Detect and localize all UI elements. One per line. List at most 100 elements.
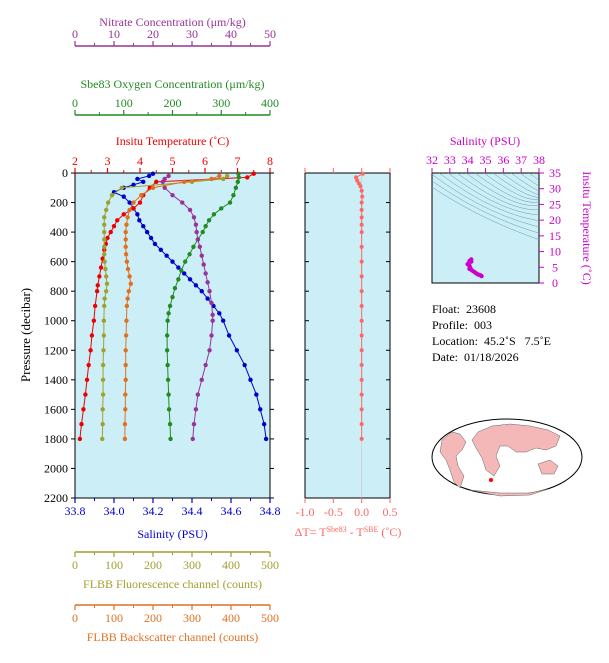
nitrate-point xyxy=(162,185,167,190)
salinity-point xyxy=(135,176,140,182)
fluorescence-point xyxy=(102,303,107,309)
nitrate-point xyxy=(210,312,215,318)
ts-point xyxy=(467,266,472,272)
dt-point xyxy=(359,215,364,220)
dt-point xyxy=(359,333,364,338)
fluorescence-tick-label: 500 xyxy=(261,558,279,572)
oxygen-axis-label: Sbe83 Oxygen Concentration (μm/kg) xyxy=(80,77,264,91)
land-americas xyxy=(439,431,467,489)
salinity-point xyxy=(217,311,222,316)
temperature-point xyxy=(89,333,95,338)
nitrate-point xyxy=(160,179,165,185)
dt-point xyxy=(359,244,364,249)
backscatter-point xyxy=(182,179,187,185)
fluorescence-point xyxy=(100,436,105,442)
temperature-tick-label: 7 xyxy=(235,154,241,168)
pressure-axis-label: Pressure (decibar) xyxy=(18,288,33,382)
backscatter-point xyxy=(139,192,144,198)
nitrate-point xyxy=(195,237,201,242)
fluorescence-point xyxy=(101,318,107,323)
oxygen-point xyxy=(165,377,171,383)
ts-x-tick-label: 33 xyxy=(444,153,456,167)
dt-tick-label: -0.5 xyxy=(324,505,343,519)
salinity-point xyxy=(176,265,181,270)
ts-density-contours xyxy=(432,173,539,240)
backscatter-series xyxy=(122,173,222,442)
oxygen-point xyxy=(200,229,205,235)
dt-point xyxy=(359,230,364,235)
salinity-axis-label: Salinity (PSU) xyxy=(137,527,207,541)
oxygen-tick-label: 300 xyxy=(212,96,230,110)
backscatter-point xyxy=(123,407,128,412)
fluorescence-point xyxy=(104,288,109,294)
salinity-point xyxy=(144,229,150,235)
nitrate-tick-label: 30 xyxy=(186,27,198,41)
dt-point xyxy=(359,289,364,294)
dt-point xyxy=(359,222,364,227)
backscatter-point xyxy=(150,185,156,190)
fluorescence-point xyxy=(101,333,107,338)
land-australia xyxy=(537,459,559,475)
dt-point xyxy=(359,188,364,193)
salinity-tick-label: 34.0 xyxy=(104,504,125,518)
ts-contour-line xyxy=(465,173,539,206)
temperature-point xyxy=(115,218,120,223)
salinity-point xyxy=(261,421,267,427)
dt-point xyxy=(359,436,364,441)
fluorescence-tick-label: 400 xyxy=(222,558,240,572)
fluorescence-point xyxy=(104,281,110,286)
backscatter-point xyxy=(124,303,130,309)
temperature-point xyxy=(84,377,90,383)
fluorescence-point xyxy=(100,407,105,412)
fluorescence-point xyxy=(224,173,230,179)
ts-contour-line xyxy=(483,173,539,200)
ts-series xyxy=(465,257,484,279)
nitrate-series xyxy=(160,173,215,442)
ts-y-tick-label: 10 xyxy=(549,245,561,259)
salinity-point xyxy=(254,392,259,397)
profile-number: Profile: 003 xyxy=(432,318,492,332)
fluorescence-axis: 0 100 200 300 400 500 FLBB Fluorescence channe… xyxy=(72,551,279,591)
salinity-point xyxy=(141,179,146,185)
nitrate-point xyxy=(201,262,206,267)
nitrate-point xyxy=(197,244,202,250)
fluorescence-series xyxy=(100,173,230,442)
ts-temperature-label: Insitu Temperature (˚C) xyxy=(580,171,594,285)
backscatter-point xyxy=(123,377,128,383)
temperature-point xyxy=(88,348,93,353)
ts-contour-line xyxy=(501,173,539,195)
ts-contour-line xyxy=(447,173,539,216)
fluorescence-point xyxy=(104,274,109,279)
temperature-point xyxy=(251,171,256,176)
backscatter-point xyxy=(217,173,222,179)
ts-x-tick-label: 38 xyxy=(533,153,545,167)
backscatter-point xyxy=(125,215,130,220)
oxygen-point xyxy=(236,171,241,176)
backscatter-point xyxy=(123,229,128,235)
dt-point xyxy=(359,303,364,308)
dt-point xyxy=(359,200,364,205)
ts-y-tick-label: 0 xyxy=(552,276,558,290)
fluorescence-tick-label: 100 xyxy=(105,558,123,572)
salinity-point xyxy=(131,182,136,188)
salinity-tick-label: 34.8 xyxy=(260,504,281,518)
salinity-point xyxy=(221,318,226,323)
main-series-group xyxy=(77,171,269,442)
salinity-point xyxy=(242,362,247,368)
fluorescence-point xyxy=(102,296,107,301)
fluorescence-point xyxy=(102,237,107,242)
fluorescence-point xyxy=(100,362,106,368)
land-antarctica xyxy=(469,488,549,497)
dt-point xyxy=(359,422,364,427)
fluorescence-point xyxy=(102,215,107,220)
salinity-tick-label: 34.4 xyxy=(182,504,203,518)
fluorescence-point xyxy=(102,222,107,227)
backscatter-point xyxy=(123,392,128,397)
nitrate-tick-label: 50 xyxy=(264,27,276,41)
nitrate-point xyxy=(193,407,199,412)
fluorescence-point xyxy=(100,377,106,383)
oxygen-point xyxy=(164,348,170,353)
temperature-point xyxy=(92,303,98,309)
dt-point xyxy=(359,407,364,412)
salinity-point xyxy=(182,271,187,276)
